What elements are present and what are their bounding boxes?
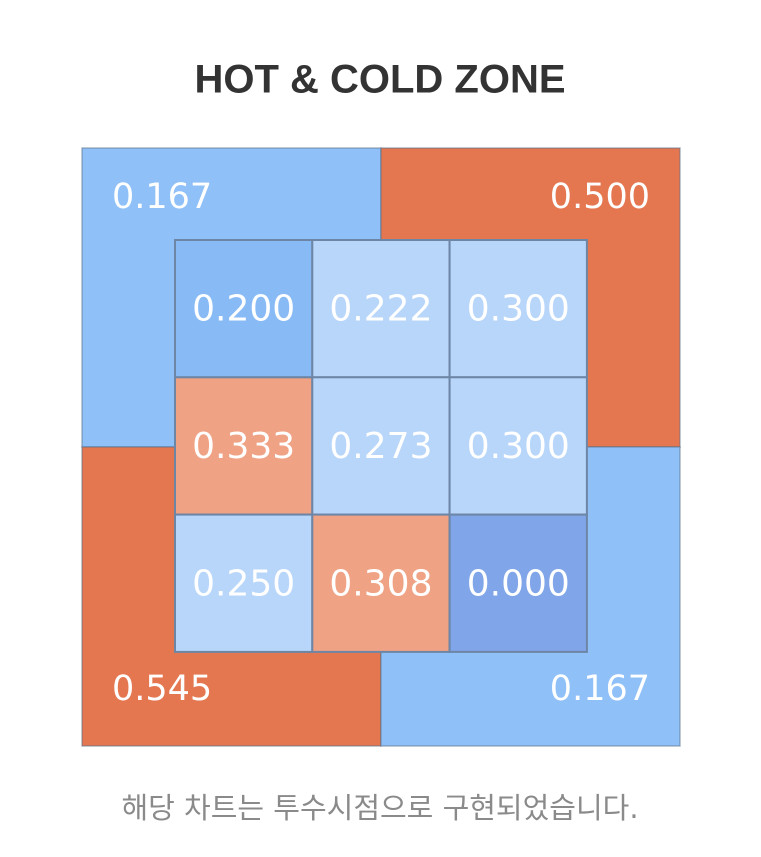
outer-zone-label: 0.500 [550,177,650,217]
zone-cell-label: 0.308 [329,563,432,604]
outer-zone-label: 0.167 [550,669,650,709]
zone-cell [448,513,588,653]
zone-cell-label: 0.222 [329,289,432,330]
zone-cell-label: 0.250 [192,563,295,604]
zone-cell [174,376,314,516]
outer-zone-label: 0.167 [112,177,212,217]
outer-zone-label: 0.545 [112,669,212,709]
zone-cell-label: 0.000 [467,563,570,604]
caption: 해당 차트는 투수시점으로 구현되었습니다. [121,791,638,825]
zone-cell [448,376,588,516]
zone-cell-label: 0.273 [329,426,432,467]
title: HOT & COLD ZONE [194,58,565,102]
zone-cell-label: 0.200 [192,289,295,330]
zone-cell-label: 0.300 [467,426,570,467]
zone-cell-label: 0.333 [192,426,295,467]
zone-cell-label: 0.300 [467,289,570,330]
zone-cell [311,513,451,653]
zone-cell [311,239,451,379]
